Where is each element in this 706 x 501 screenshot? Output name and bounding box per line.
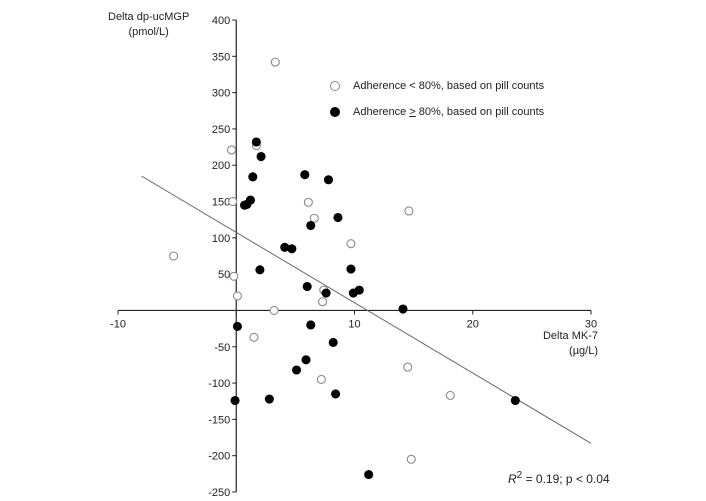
open-data-point — [346, 239, 356, 249]
y-tick-label: 300 — [212, 88, 230, 100]
open-data-point — [404, 206, 414, 216]
filled-data-point — [333, 212, 343, 223]
legend-item-filled: Adherence > 80%, based on pill counts — [330, 101, 544, 123]
y-tick-label: 350 — [212, 51, 230, 63]
x-tick-label: 10 — [348, 318, 360, 330]
open-data-point — [406, 454, 416, 464]
legend-item-open: Adherence < 80%, based on pill counts — [330, 75, 544, 97]
filled-data-point — [346, 264, 356, 274]
x-tick-label: 20 — [467, 318, 479, 330]
filled-data-point — [302, 281, 312, 292]
y-tick-label: -200 — [208, 451, 230, 463]
filled-data-point — [248, 172, 258, 182]
r-symbol: R — [508, 472, 517, 486]
data-points — [169, 57, 520, 480]
open-data-point — [169, 251, 179, 261]
y-tick-label: -100 — [208, 378, 230, 390]
open-data-point — [226, 145, 237, 155]
filled-data-point — [230, 395, 240, 406]
y-tick-label: 150 — [212, 197, 230, 209]
filled-data-point — [301, 355, 311, 365]
filled-data-point — [323, 175, 334, 185]
open-circle-icon — [330, 81, 340, 91]
legend: Adherence < 80%, based on pill counts Ad… — [330, 75, 544, 127]
open-data-point — [229, 271, 239, 281]
filled-data-point — [239, 200, 250, 210]
x-axis-label: Delta MK-7 (µg/L) — [543, 329, 598, 359]
filled-data-point — [251, 137, 261, 147]
y-tick-label: 250 — [212, 124, 230, 136]
open-data-point — [309, 213, 319, 223]
filled-data-point — [287, 244, 297, 254]
filled-data-point — [256, 151, 266, 162]
x-tick-label: 30 — [585, 318, 597, 330]
legend-label-filled: Adherence > 80%, based on pill counts — [353, 106, 544, 118]
open-data-point — [232, 291, 242, 301]
open-data-point — [228, 196, 238, 207]
filled-data-point — [306, 320, 316, 330]
y-axis-label-line2: (pmol/L) — [128, 26, 169, 38]
filled-circle-icon — [330, 107, 340, 117]
x-tick-label: -10 — [110, 318, 126, 330]
open-data-point — [303, 197, 313, 207]
open-data-point — [403, 362, 413, 372]
filled-data-point — [255, 265, 265, 275]
open-data-point — [249, 332, 259, 342]
open-data-point — [445, 390, 455, 400]
y-axis-label-line1: Delta dp-ucMGP — [108, 11, 190, 23]
filled-data-point — [306, 220, 316, 231]
legend-label-filled-prefix: Adherence — [353, 106, 410, 118]
y-tick-label: 50 — [218, 269, 230, 281]
y-tick-label: 100 — [212, 233, 230, 245]
regression-line-path — [141, 175, 592, 444]
open-data-point — [270, 57, 280, 67]
filled-data-point — [331, 389, 341, 399]
filled-data-point — [321, 288, 331, 298]
tick-labels: -10 10 20 30 -250 -200 -150 -100 -50 50 100 150 200 2… — [110, 15, 597, 499]
x-axis-label-line1: Delta MK-7 — [542, 330, 598, 342]
filled-data-point — [328, 337, 338, 347]
greater-equal-symbol: > — [409, 106, 416, 118]
open-data-point — [318, 297, 328, 307]
filled-data-point — [354, 285, 364, 295]
y-axis-label: Delta dp-ucMGP (pmol/L) — [108, 10, 189, 40]
open-data-point — [316, 374, 326, 384]
filled-data-point — [292, 365, 302, 375]
r-superscript: 2 — [516, 470, 523, 481]
stat-annotation-rest: = 0.19; p < 0.04 — [522, 472, 610, 486]
legend-label-filled-suffix: 80%, based on pill counts — [415, 106, 545, 118]
filled-data-point — [510, 395, 520, 406]
filled-data-point — [264, 394, 274, 404]
y-tick-label: 200 — [212, 160, 230, 172]
regression-line — [141, 175, 592, 444]
open-data-point — [269, 305, 279, 316]
y-tick-label: 400 — [212, 15, 230, 27]
y-tick-label: -150 — [208, 414, 230, 426]
filled-data-point — [398, 304, 408, 314]
filled-data-point — [364, 470, 374, 480]
filled-data-point — [300, 170, 310, 180]
legend-label-open: Adherence < 80%, based on pill counts — [353, 80, 545, 92]
y-tick-label: -250 — [208, 487, 230, 499]
filled-data-point — [232, 321, 242, 331]
stat-annotation: R2 = 0.19; p < 0.04 — [508, 470, 610, 486]
y-tick-label: -50 — [214, 342, 230, 354]
x-axis-label-line2: (µg/L) — [569, 345, 598, 357]
